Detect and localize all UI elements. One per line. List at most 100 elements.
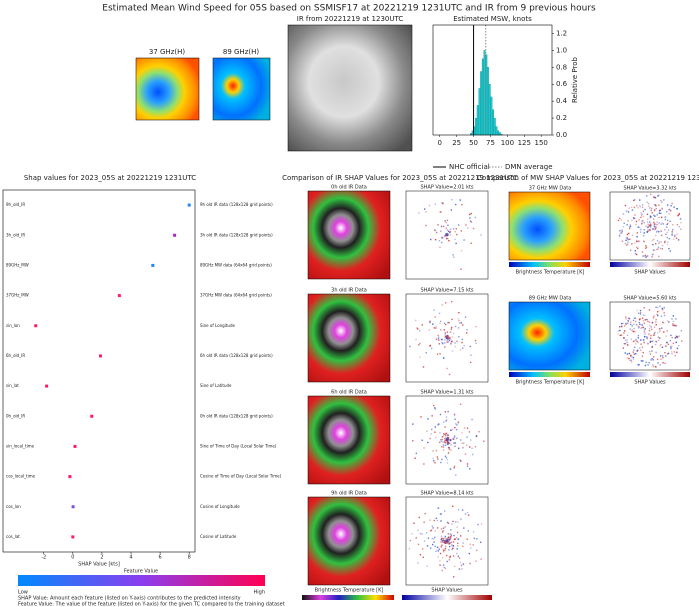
- shap-pixel: [423, 521, 425, 523]
- shap-pixel: [448, 240, 450, 242]
- shap-pixel: [643, 241, 645, 243]
- shap-pixel: [464, 316, 467, 318]
- shap-pixel: [444, 442, 447, 444]
- shap-pixel: [627, 211, 630, 213]
- shap-pixel: [411, 533, 413, 535]
- shap-pixel: [658, 210, 661, 212]
- y-tick-label: 0.4: [556, 97, 568, 105]
- feature-description: Sine of Longitude: [200, 323, 235, 328]
- plot-frame: [2, 189, 196, 553]
- shap-pixel: [634, 343, 637, 345]
- shap-pixel: [413, 522, 415, 524]
- shap-pixel: [643, 341, 645, 344]
- shap-pixel: [668, 209, 670, 211]
- shap-pixel: [638, 326, 640, 328]
- shap-pixel: [451, 548, 453, 551]
- shap-pixel: [453, 413, 456, 415]
- shap-pixel: [650, 224, 652, 227]
- shap-pixel: [446, 441, 449, 443]
- shap-pixel: [445, 540, 447, 542]
- shap-pixel: [662, 355, 664, 357]
- shap-pixel: [447, 522, 450, 525]
- shap-pixel: [451, 428, 454, 431]
- x-tick-label: 0: [71, 555, 74, 561]
- bar: [492, 109, 495, 136]
- shap-pixel: [463, 442, 465, 444]
- shap-pixel: [625, 244, 628, 246]
- shap-pixel: [419, 356, 421, 358]
- shap-pixel: [466, 463, 469, 465]
- shap-pixel: [648, 224, 651, 226]
- shap-pixel: [660, 315, 663, 317]
- x-tick-label: 0: [438, 139, 442, 147]
- shap-pixel: [469, 361, 472, 364]
- shap-pixel: [621, 240, 624, 242]
- shap-pixel: [447, 238, 449, 240]
- shap-pixel: [642, 314, 645, 316]
- shap-pixel: [629, 328, 631, 330]
- dot: [73, 444, 77, 448]
- shap-pixel: [661, 201, 663, 203]
- shap-pixel: [631, 356, 633, 358]
- shap-pixel: [432, 404, 435, 407]
- shap-pixel: [435, 449, 438, 452]
- shap-pixel: [451, 523, 453, 525]
- shap-pixel: [663, 312, 665, 314]
- shap-pixel: [449, 337, 451, 339]
- shap-pixel: [637, 226, 639, 228]
- shap-pixel: [450, 449, 452, 451]
- shap-pixel: [617, 333, 619, 335]
- shap-pixel: [668, 321, 670, 323]
- shap-pixel: [666, 226, 668, 228]
- shap-pixel: [653, 196, 656, 199]
- shap-pixel: [452, 541, 455, 543]
- shap-pixel: [433, 327, 436, 329]
- shap-pixel: [435, 550, 437, 552]
- shap-pixel: [633, 206, 636, 209]
- shap-pixel: [441, 338, 444, 341]
- shap-pixel: [442, 357, 445, 359]
- shap-pixel: [661, 248, 664, 250]
- shap-pixel: [641, 222, 643, 225]
- shap-pixel: [643, 307, 645, 309]
- shap-pixel: [448, 559, 451, 561]
- shap-pixel: [633, 349, 635, 351]
- footnote: Feature Value: The value of the feature …: [18, 602, 285, 607]
- shap-pixel: [420, 416, 422, 418]
- shap-pixel: [650, 359, 652, 361]
- panel-title: 89 GHz MW Data: [529, 296, 572, 302]
- shap-pixel: [629, 226, 631, 228]
- shap-pixel: [474, 446, 477, 448]
- shap-pixel: [676, 223, 679, 226]
- shap-pixel: [426, 565, 428, 567]
- panel-title: Comparison of IR SHAP Values for 2023_05…: [282, 174, 518, 182]
- shap-pixel: [652, 334, 655, 336]
- shap-pixel: [444, 444, 447, 447]
- shap-pixel: [444, 411, 447, 413]
- colorbar-label: SHAP Values: [634, 380, 666, 386]
- shap-pixel: [460, 439, 462, 441]
- shap-pixel: [440, 338, 443, 341]
- shap-pixel: [649, 215, 652, 217]
- shap-pixel: [442, 449, 445, 451]
- shap-pixel: [431, 347, 433, 350]
- bar: [488, 84, 491, 136]
- shap-pixel: [667, 352, 670, 355]
- shap-pixel: [430, 529, 433, 531]
- shap-pixel: [648, 332, 651, 335]
- shap-pixel: [431, 543, 434, 546]
- shap-pixel: [638, 240, 640, 242]
- shap-pixel: [449, 228, 452, 230]
- shap-pixel: [631, 329, 633, 331]
- shap-pixel: [466, 427, 469, 429]
- shap-pixel: [636, 246, 638, 248]
- shap-pixel: [442, 444, 445, 446]
- shap-pixel: [430, 238, 432, 241]
- shap-pixel: [447, 436, 449, 439]
- y-tick-label: 0.2: [556, 114, 567, 122]
- shap-pixel: [440, 546, 443, 548]
- shap-pixel: [632, 351, 635, 353]
- shap-pixel: [655, 207, 657, 210]
- shap-pixel: [676, 224, 678, 226]
- panel-title: 0h old IR Data: [331, 185, 367, 191]
